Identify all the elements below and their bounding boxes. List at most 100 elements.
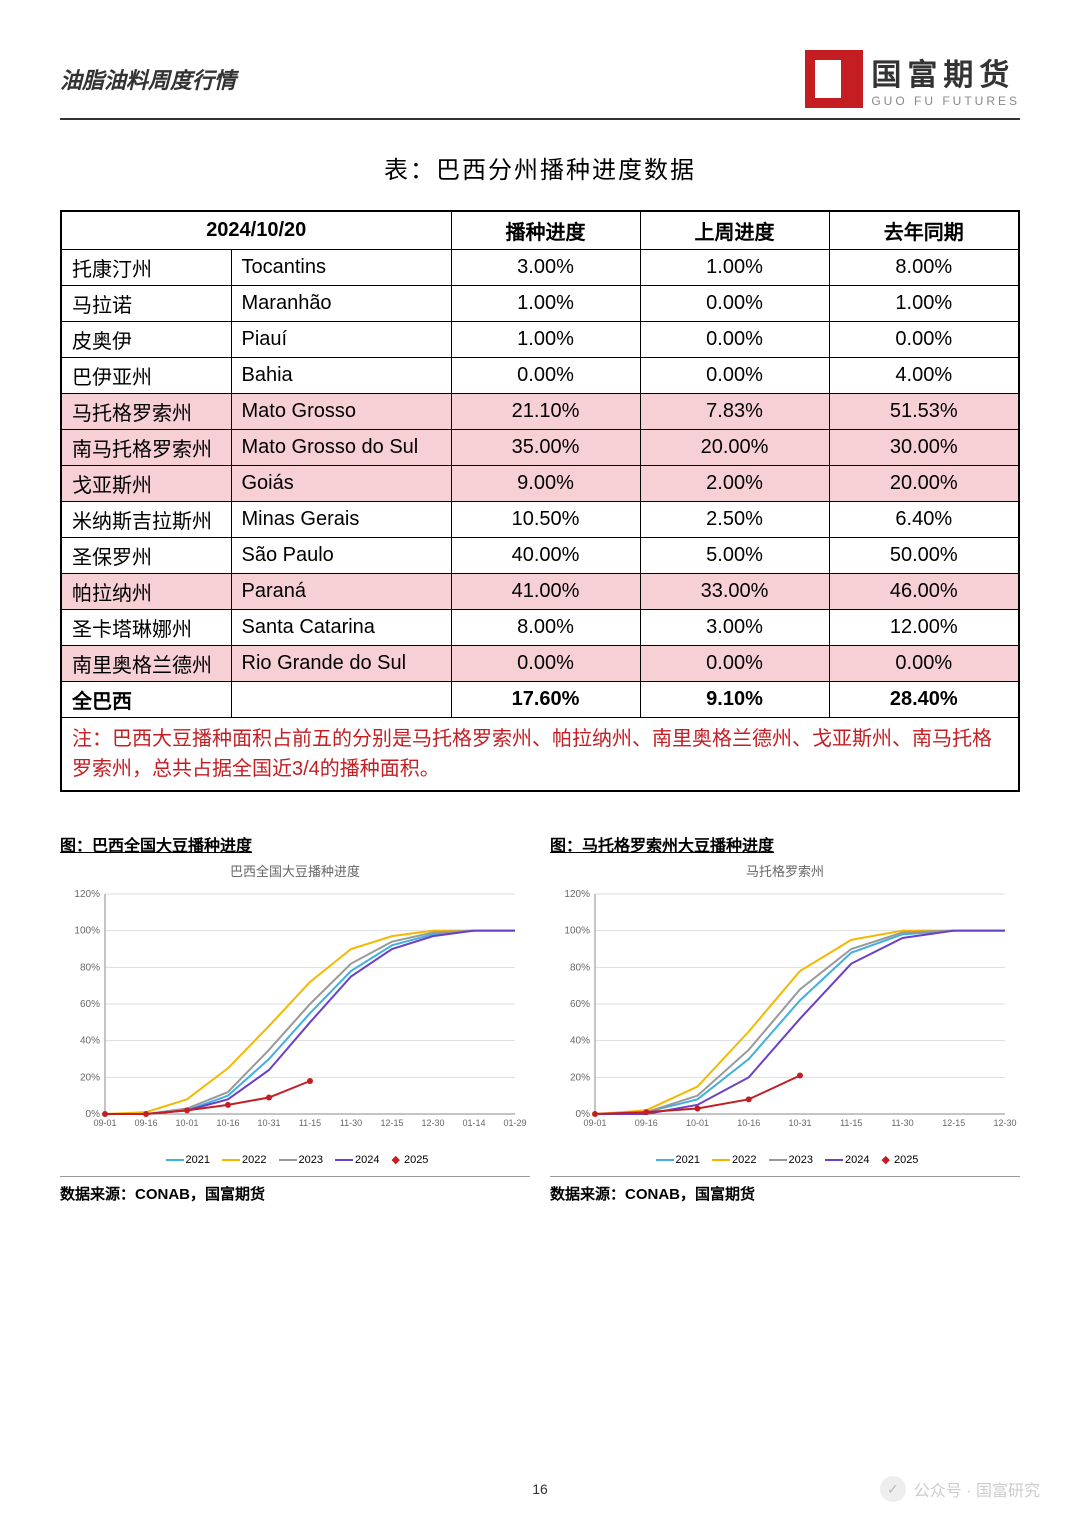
svg-text:12-30: 12-30: [993, 1118, 1016, 1128]
legend-item: ◆2025: [387, 1154, 428, 1166]
legend-item: 2024: [331, 1154, 379, 1166]
cell-val: 10.50%: [451, 502, 640, 538]
cell-val: 9.00%: [451, 466, 640, 502]
table-row: 戈亚斯州Goiás9.00%2.00%20.00%: [61, 466, 1019, 502]
cell-val: 0.00%: [640, 286, 829, 322]
cell-en: Rio Grande do Sul: [231, 646, 451, 682]
svg-text:11-30: 11-30: [340, 1118, 362, 1128]
legend-item: 2021: [162, 1154, 210, 1166]
th-col-0: 播种进度: [451, 211, 640, 250]
cell-val: 1.00%: [640, 250, 829, 286]
table-row: 圣保罗州São Paulo40.00%5.00%50.00%: [61, 538, 1019, 574]
cell-cn: 马拉诺: [61, 286, 231, 322]
table-row: 马托格罗索州Mato Grosso21.10%7.83%51.53%: [61, 394, 1019, 430]
cell-val: 28.40%: [829, 682, 1019, 718]
table-row: 马拉诺Maranhão1.00%0.00%1.00%: [61, 286, 1019, 322]
cell-en: Paraná: [231, 574, 451, 610]
legend-item: 2022: [708, 1154, 756, 1166]
chart-right: 图：马托格罗索州大豆播种进度 马托格罗索州 0%20%40%60%80%100%…: [550, 832, 1020, 1204]
cell-cn: 巴伊亚州: [61, 358, 231, 394]
cell-val: 5.00%: [640, 538, 829, 574]
svg-text:11-30: 11-30: [891, 1118, 913, 1128]
table-row: 南马托格罗索州Mato Grosso do Sul35.00%20.00%30.…: [61, 430, 1019, 466]
footer-text: 公众号 · 国富研究: [914, 1477, 1040, 1501]
chart-right-subtitle: 马托格罗索州: [550, 861, 1020, 880]
svg-text:40%: 40%: [80, 1036, 100, 1047]
cell-val: 6.40%: [829, 502, 1019, 538]
chart-right-source: 数据来源：CONAB，国富期货: [550, 1176, 1020, 1204]
th-col-2: 去年同期: [829, 211, 1019, 250]
cell-val: 20.00%: [829, 466, 1019, 502]
cell-en: [231, 682, 451, 718]
svg-text:10-16: 10-16: [216, 1118, 239, 1128]
svg-text:20%: 20%: [570, 1072, 590, 1083]
legend-item: ◆2025: [877, 1154, 918, 1166]
svg-text:10-31: 10-31: [788, 1118, 811, 1128]
svg-text:40%: 40%: [570, 1036, 590, 1047]
note-text: 注：巴西大豆播种面积占前五的分别是马托格罗索州、帕拉纳州、南里奥格兰德州、戈亚斯…: [61, 718, 1019, 792]
svg-text:12-15: 12-15: [380, 1118, 403, 1128]
cell-val: 30.00%: [829, 430, 1019, 466]
chart-right-svg: 0%20%40%60%80%100%120%09-0109-1610-0110-…: [550, 884, 1020, 1144]
chart-left-legend: 2021 2022 2023 2024 ◆2025: [60, 1153, 530, 1166]
cell-val: 3.00%: [640, 610, 829, 646]
planting-table: 2024/10/20 播种进度 上周进度 去年同期 托康汀州Tocantins3…: [60, 210, 1020, 792]
cell-val: 1.00%: [451, 286, 640, 322]
chart-left: 图：巴西全国大豆播种进度 巴西全国大豆播种进度 0%20%40%60%80%10…: [60, 832, 530, 1204]
svg-text:10-01: 10-01: [175, 1118, 198, 1128]
legend-item: 2021: [652, 1154, 700, 1166]
legend-item: 2023: [275, 1154, 323, 1166]
svg-text:01-14: 01-14: [462, 1118, 485, 1128]
cell-en: Santa Catarina: [231, 610, 451, 646]
cell-cn: 米纳斯吉拉斯州: [61, 502, 231, 538]
svg-text:01-29: 01-29: [503, 1118, 526, 1128]
table-row: 帕拉纳州Paraná41.00%33.00%46.00%: [61, 574, 1019, 610]
cell-val: 0.00%: [829, 322, 1019, 358]
table-row: 圣卡塔琳娜州Santa Catarina8.00%3.00%12.00%: [61, 610, 1019, 646]
cell-cn: 圣卡塔琳娜州: [61, 610, 231, 646]
svg-text:10-01: 10-01: [686, 1118, 709, 1128]
cell-val: 8.00%: [829, 250, 1019, 286]
cell-val: 20.00%: [640, 430, 829, 466]
svg-text:80%: 80%: [570, 962, 590, 973]
svg-text:12-30: 12-30: [421, 1118, 444, 1128]
logo-icon: [805, 50, 863, 108]
cell-val: 33.00%: [640, 574, 829, 610]
svg-text:120%: 120%: [564, 889, 590, 900]
legend-item: 2022: [218, 1154, 266, 1166]
cell-val: 12.00%: [829, 610, 1019, 646]
cell-val: 2.00%: [640, 466, 829, 502]
cell-en: Minas Gerais: [231, 502, 451, 538]
wechat-icon: ✓: [880, 1476, 906, 1502]
cell-val: 1.00%: [829, 286, 1019, 322]
table-row: 南里奥格兰德州Rio Grande do Sul0.00%0.00%0.00%: [61, 646, 1019, 682]
chart-left-label: 图：巴西全国大豆播种进度: [60, 832, 530, 856]
header-title: 油脂油料周度行情: [60, 63, 236, 95]
cell-cn: 南里奥格兰德州: [61, 646, 231, 682]
cell-en: Maranhão: [231, 286, 451, 322]
cell-val: 1.00%: [451, 322, 640, 358]
chart-left-source: 数据来源：CONAB，国富期货: [60, 1176, 530, 1204]
logo-cn: 国富期货: [871, 50, 1020, 94]
cell-cn: 戈亚斯州: [61, 466, 231, 502]
cell-val: 40.00%: [451, 538, 640, 574]
svg-text:20%: 20%: [80, 1072, 100, 1083]
cell-val: 17.60%: [451, 682, 640, 718]
cell-val: 0.00%: [451, 358, 640, 394]
cell-en: Piauí: [231, 322, 451, 358]
table-note-row: 注：巴西大豆播种面积占前五的分别是马托格罗索州、帕拉纳州、南里奥格兰德州、戈亚斯…: [61, 718, 1019, 792]
svg-text:12-15: 12-15: [942, 1118, 965, 1128]
cell-val: 46.00%: [829, 574, 1019, 610]
svg-text:11-15: 11-15: [840, 1118, 862, 1128]
cell-en: Tocantins: [231, 250, 451, 286]
svg-text:09-16: 09-16: [134, 1118, 157, 1128]
table-row: 皮奥伊Piauí1.00%0.00%0.00%: [61, 322, 1019, 358]
svg-text:10-16: 10-16: [737, 1118, 760, 1128]
cell-val: 41.00%: [451, 574, 640, 610]
cell-val: 21.10%: [451, 394, 640, 430]
chart-right-label: 图：马托格罗索州大豆播种进度: [550, 832, 1020, 856]
cell-val: 4.00%: [829, 358, 1019, 394]
svg-text:100%: 100%: [564, 926, 590, 937]
chart-left-subtitle: 巴西全国大豆播种进度: [60, 861, 530, 880]
svg-text:10-31: 10-31: [257, 1118, 280, 1128]
